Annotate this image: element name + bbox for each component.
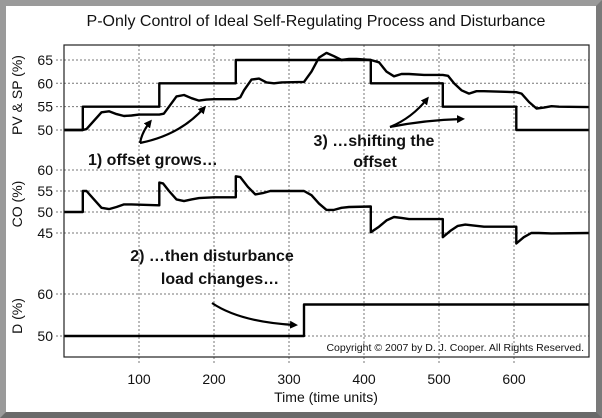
pv-ylabel: PV & SP (%) — [9, 55, 25, 135]
co-ylabel: CO (%) — [9, 181, 25, 228]
chart-title: P-Only Control of Ideal Self-Regulating … — [87, 13, 546, 30]
x-tick-label: 400 — [352, 371, 376, 387]
annotation-shifting-2: offset — [353, 154, 397, 171]
series-sp — [64, 58, 589, 132]
series-d — [64, 303, 589, 338]
series-pv — [64, 51, 590, 132]
x-tick-label: 300 — [277, 371, 301, 387]
arrow-disturbance — [211, 302, 298, 329]
series-co — [64, 175, 590, 245]
x-tick-label: 100 — [127, 371, 151, 387]
arrow-offset-1 — [138, 119, 152, 144]
x-axis-label: Time (time units) — [274, 389, 378, 405]
co-y-tick-label: 55 — [37, 183, 53, 199]
co-y-tick-label: 45 — [37, 225, 53, 241]
plot-frame — [63, 44, 590, 358]
pv-y-tick-label: 55 — [37, 99, 53, 115]
annotation-offset-grows: 1) offset grows… — [88, 152, 218, 169]
annotation-shifting-1: 3) …shifting the — [314, 133, 435, 150]
x-tick-label: 600 — [502, 371, 526, 387]
x-tick-label: 200 — [202, 371, 226, 387]
arrow-shift-2 — [389, 115, 465, 129]
pv-y-tick-label: 50 — [37, 122, 53, 138]
d-ylabel: D (%) — [9, 298, 25, 334]
d-y-tick-label: 60 — [37, 286, 53, 302]
annotation-disturbance-2: load changes… — [161, 271, 279, 288]
pv-y-tick-label: 65 — [37, 52, 53, 68]
arrow-offset-2 — [139, 105, 206, 145]
d-y-tick-label: 50 — [37, 328, 53, 344]
x-tick-label: 500 — [427, 371, 451, 387]
co-y-tick-label: 50 — [37, 204, 53, 220]
pv-y-tick-label: 60 — [37, 75, 53, 91]
annotation-disturbance-1: 2) …then disturbance — [130, 248, 294, 265]
copyright-text: Copyright © 2007 by D. J. Cooper. All Ri… — [326, 342, 584, 354]
co-y-tick-label: 60 — [37, 162, 53, 178]
